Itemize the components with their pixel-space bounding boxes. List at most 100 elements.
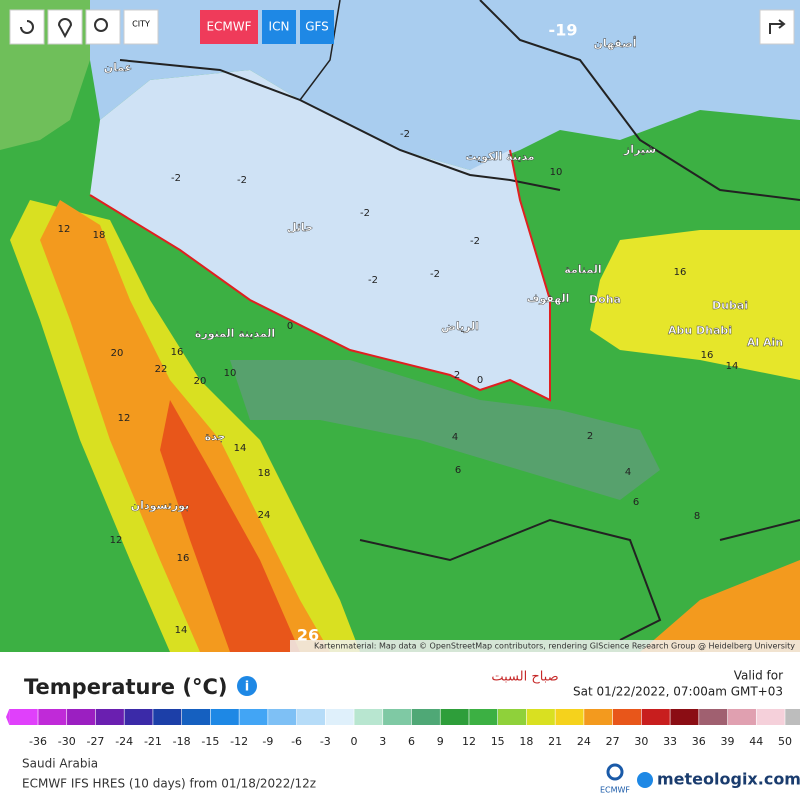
contour-label: 20 [111,348,124,359]
location-button[interactable] [47,9,83,45]
city-button[interactable] [123,9,159,45]
contour-label: 12 [118,413,131,424]
color-bar: -36 -30 -27 -24 -21 -18 -15 -12 -9 -6 -3 0 3 6 9 12 15 18… [6,709,800,748]
color-bar-segment [152,709,183,725]
color-bar-segment [181,709,211,725]
tick-label: -15 [201,735,219,748]
tick-label: 0 [351,735,358,748]
color-bar-segment [440,709,470,725]
contour-label: 12 [110,535,123,546]
tick-label: 50 [778,735,792,748]
contour-label: -2 [400,129,410,140]
info-icon[interactable] [237,676,257,696]
color-bar-segment [785,709,800,725]
tick-label: 44 [749,735,763,748]
refresh-button[interactable] [9,9,45,45]
color-bar-segment [210,709,240,725]
toolbar: CITY ECMWF ICN GFS [9,9,795,45]
color-bar-segment [555,709,585,725]
color-bar-segment [66,709,96,725]
contour-label: 22 [155,364,168,375]
color-bar-segment [756,709,786,725]
color-bar-segment [497,709,527,725]
share-button[interactable] [759,9,795,45]
color-bar-segment [727,709,757,725]
share-icon [769,19,786,34]
model-button[interactable] [200,10,258,44]
model-label: ICN [269,20,290,34]
color-bar-segment [411,709,441,725]
zoom-button[interactable] [85,9,121,45]
refresh-icon [20,20,34,34]
contour-label: 6 [455,465,461,476]
color-bar-segment [641,709,671,725]
contour-label: 14 [175,625,188,636]
color-bar-segment [670,709,700,725]
contour-label: 16 [674,267,687,278]
zoom-icon [94,18,108,32]
color-bar-segment [354,709,384,725]
color-bar-end [794,714,800,720]
color-bar-end [6,709,10,725]
contour-label: 20 [194,376,207,387]
city-label: Al Ain [747,336,783,349]
contour-label: 16 [171,347,184,358]
contour-label: 6 [633,497,639,508]
contour-label: 4 [625,467,631,478]
color-bar-segment [612,709,642,725]
tick-label: -21 [144,735,162,748]
ecmwf-icon [606,763,624,781]
contour-label: 14 [234,443,247,454]
tick-label: 27 [606,735,620,748]
ecmwf-logo: ECMWF [600,786,630,795]
contour-label: 4 [452,432,458,443]
tick-label: -36 [29,735,47,748]
tick-label: 30 [634,735,648,748]
valid-label: Valid for [734,669,783,683]
contour-label: 14 [726,361,739,372]
color-bar-segment [267,709,298,725]
tick-label: -27 [86,735,104,748]
contour-label: 10 [224,368,237,379]
map [0,0,800,652]
contour-label: 0 [287,321,293,332]
contour-label: 8 [694,511,700,522]
color-bar-segment [38,709,68,725]
city-label: المنامة [564,263,601,276]
color-bar-segment [468,709,499,725]
contour-label: -19 [549,21,578,40]
contour-label: -2 [171,173,181,184]
contour-label: 16 [701,350,714,361]
contour-label: 18 [93,230,106,241]
color-bar-segment [526,709,556,725]
contour-label: 16 [177,553,190,564]
tick-label: 3 [379,735,386,748]
tick-label: -3 [320,735,331,748]
tick-label: -30 [58,735,76,748]
model-button[interactable] [262,10,296,44]
brand: meteologix.com [657,770,800,789]
contour-label: -2 [470,236,480,247]
legend: Temperature (°C) i صباح السبت Valid for … [6,669,800,748]
tick-label: -18 [173,735,191,748]
contour-label: 10 [550,167,563,178]
city-label: الهفوف [527,292,570,305]
tick-label: 15 [491,735,505,748]
tick-label: 18 [519,735,533,748]
tick-label: 24 [577,735,591,748]
contour-label: 24 [258,510,271,521]
model-button[interactable] [300,10,334,44]
tick-label: -9 [262,735,273,748]
model-label: GFS [305,20,329,34]
city-label: مدينة الكويت [465,150,534,163]
color-bar-segment [95,709,125,725]
color-bar-segment [325,709,355,725]
city-label: الرياض [441,320,479,333]
tick-label: -6 [291,735,302,748]
color-bar-segment [698,709,729,725]
contour-label: -2 [360,208,370,219]
color-bar-segment [583,709,614,725]
attribution: Kartenmaterial: Map data © OpenStreetMap… [314,642,795,651]
city-label: حائل [287,221,313,234]
